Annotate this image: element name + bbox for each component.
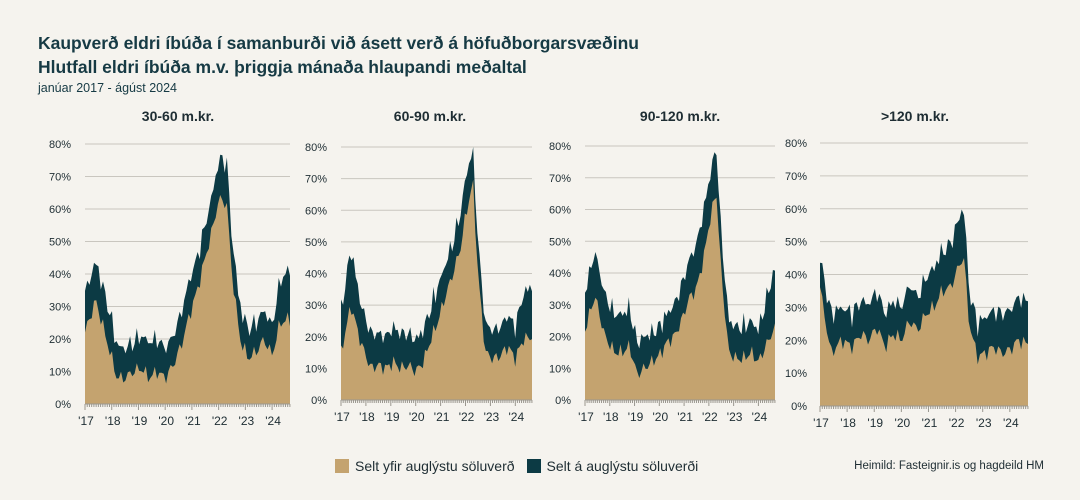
y-tick-label: 60% [49,204,71,216]
legend-swatch-at [526,459,541,473]
legend-label-at: Selt á auglýstu söluverði [546,458,699,474]
y-tick-label: 0% [311,395,327,407]
panel-title: 90-120 m.kr. [640,108,720,124]
y-tick-label: 40% [549,268,571,280]
y-tick-label: 30% [785,302,807,314]
x-tick-label: '19 [384,410,400,424]
y-tick-label: 0% [555,395,571,407]
x-tick-label: '19 [132,414,148,428]
x-tick-label: '19 [628,410,644,424]
x-tick-label: '20 [895,416,911,430]
x-tick-label: '24 [265,414,281,428]
y-tick-label: 20% [785,335,807,347]
area-selt-yfir-auglystu [820,258,1028,406]
y-tick-label: 70% [785,171,807,183]
x-tick-label: '21 [434,410,450,424]
x-tick-label: '20 [652,410,668,424]
y-tick-label: 20% [305,332,327,344]
y-tick-label: 60% [785,204,807,216]
x-tick-label: '18 [359,410,375,424]
x-tick-label: '24 [1003,416,1019,430]
legend-entry-above: Selt yfir auglýstu söluverð [335,458,515,474]
y-tick-label: 20% [49,334,71,346]
panel-title: 30-60 m.kr. [142,108,214,124]
x-tick-label: '24 [508,410,524,424]
y-tick-label: 70% [549,173,571,185]
y-tick-label: 60% [305,205,327,217]
y-tick-label: 40% [785,270,807,282]
y-tick-label: 30% [49,302,71,314]
x-tick-label: '19 [867,416,883,430]
y-tick-label: 60% [549,205,571,217]
y-tick-label: 10% [305,363,327,375]
legend-swatch-above [335,459,349,473]
y-tick-label: 50% [305,237,327,249]
y-tick-label: 10% [49,367,71,379]
y-tick-label: 40% [49,269,71,281]
legend-entry-at: Selt á auglýstu söluverði [526,458,699,474]
x-tick-label: '24 [752,410,768,424]
legend: Selt yfir auglýstu söluverð Selt á auglý… [335,458,710,474]
y-tick-label: 50% [549,236,571,248]
chart-title: Kaupverð eldri íbúða í samanburði við ás… [38,33,639,53]
y-tick-label: 70% [49,172,71,184]
y-tick-label: 0% [55,399,71,411]
y-tick-label: 10% [785,368,807,380]
x-tick-label: '21 [185,414,201,428]
area-selt-yfir-auglystu [341,179,532,400]
y-tick-label: 80% [305,142,327,154]
y-tick-label: 30% [305,300,327,312]
x-tick-label: '22 [949,416,965,430]
chart-period: janúar 2017 - ágúst 2024 [38,81,177,95]
x-tick-label: '17 [578,410,594,424]
y-tick-label: 20% [549,332,571,344]
panel-title: >120 m.kr. [881,108,949,124]
y-tick-label: 50% [49,237,71,249]
legend-label-above: Selt yfir auglýstu söluverð [355,458,515,474]
x-tick-label: '23 [976,416,992,430]
y-tick-label: 80% [549,141,571,153]
y-tick-label: 0% [791,401,807,413]
x-tick-label: '22 [702,410,718,424]
y-tick-label: 10% [549,363,571,375]
area-selt-a-auglystu [341,147,532,400]
x-tick-label: '18 [603,410,619,424]
x-tick-label: '17 [78,414,94,428]
x-tick-label: '20 [409,410,425,424]
y-tick-label: 40% [305,269,327,281]
y-tick-label: 70% [305,174,327,186]
x-tick-label: '21 [677,410,693,424]
panel-title: 60-90 m.kr. [394,108,466,124]
y-tick-label: 80% [785,138,807,150]
source-note: Heimild: Fasteignir.is og hagdeild HM [854,460,1044,472]
x-tick-label: '22 [212,414,228,428]
chart-subtitle: Hlutfall eldri íbúða m.v. þriggja mánaða… [38,57,527,77]
x-tick-label: '18 [840,416,856,430]
x-tick-label: '17 [334,410,350,424]
area-selt-yfir-auglystu [85,195,290,404]
x-tick-label: '23 [727,410,743,424]
x-tick-label: '22 [459,410,475,424]
x-tick-label: '23 [239,414,255,428]
area-selt-yfir-auglystu [585,197,775,400]
x-tick-label: '18 [105,414,121,428]
x-tick-label: '20 [158,414,174,428]
y-tick-label: 30% [549,300,571,312]
y-tick-label: 80% [49,139,71,151]
x-tick-label: '17 [813,416,829,430]
x-tick-label: '21 [922,416,938,430]
y-tick-label: 50% [785,237,807,249]
x-tick-label: '23 [484,410,500,424]
